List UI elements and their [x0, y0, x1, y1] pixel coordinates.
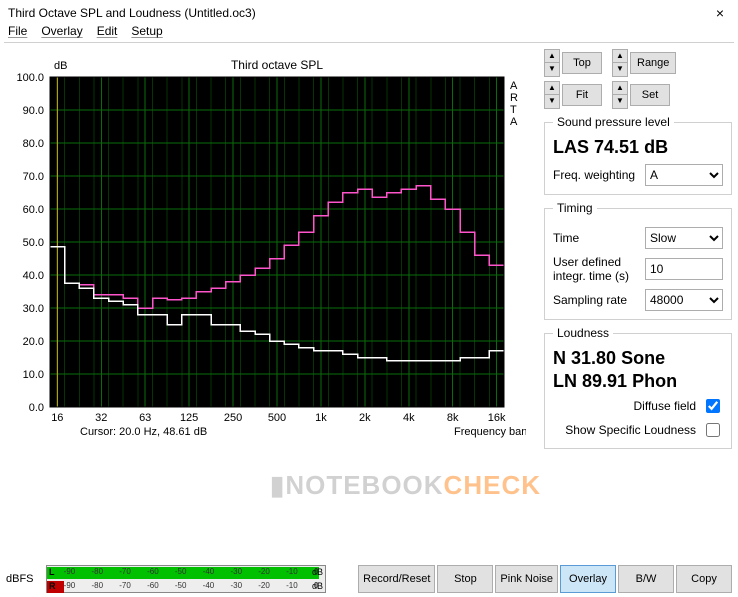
stop-button[interactable]: Stop: [437, 565, 493, 593]
svg-text:250: 250: [224, 412, 242, 424]
svg-text:40.0: 40.0: [23, 270, 44, 282]
bw-button[interactable]: B/W: [618, 565, 674, 593]
timing-legend: Timing: [553, 201, 597, 215]
diffuse-checkbox[interactable]: [706, 399, 720, 413]
freq-weighting-label: Freq. weighting: [553, 168, 635, 182]
spl-legend: Sound pressure level: [553, 115, 674, 129]
las-unit: dB: [644, 137, 668, 157]
svg-text:2k: 2k: [359, 412, 371, 424]
svg-text:16: 16: [51, 412, 63, 424]
diffuse-label: Diffuse field: [634, 399, 696, 413]
time-label: Time: [553, 231, 579, 245]
pink-noise-button[interactable]: Pink Noise: [495, 565, 558, 593]
top-spin-up[interactable]: ▲: [544, 49, 560, 63]
ln-label: LN: [553, 371, 577, 391]
ln-value: 89.91: [582, 371, 627, 391]
top-button[interactable]: Top: [562, 52, 602, 74]
n-label: N: [553, 348, 566, 368]
integ-label: User defined integr. time (s): [553, 255, 643, 283]
svg-text:Frequency band (Hz): Frequency band (Hz): [454, 426, 526, 438]
loudness-group: Loudness N 31.80 Sone LN 89.91 Phon Diff…: [544, 326, 732, 449]
svg-text:20.0: 20.0: [23, 336, 44, 348]
svg-text:0.0: 0.0: [29, 402, 44, 414]
menu-file[interactable]: File: [8, 24, 27, 38]
svg-text:80.0: 80.0: [23, 138, 44, 150]
show-specific-checkbox[interactable]: [706, 423, 720, 437]
menu-edit[interactable]: Edit: [97, 24, 118, 38]
set-button[interactable]: Set: [630, 84, 670, 106]
timing-group: Timing Time Slow User defined integr. ti…: [544, 201, 732, 320]
n-unit: Sone: [621, 348, 665, 368]
svg-text:63: 63: [139, 412, 151, 424]
svg-text:100.0: 100.0: [16, 72, 44, 84]
range-spin-down[interactable]: ▼: [612, 63, 628, 77]
svg-text:10.0: 10.0: [23, 369, 44, 381]
svg-text:500: 500: [268, 412, 286, 424]
set-spin-up[interactable]: ▲: [612, 81, 628, 95]
svg-text:Cursor: 20.0 Hz, 48.61 dB: Cursor: 20.0 Hz, 48.61 dB: [80, 426, 207, 438]
svg-text:125: 125: [180, 412, 198, 424]
window-title: Third Octave SPL and Loudness (Untitled.…: [8, 6, 256, 20]
copy-button[interactable]: Copy: [676, 565, 732, 593]
integ-input[interactable]: [645, 258, 723, 280]
svg-text:1k: 1k: [315, 412, 327, 424]
fit-spin-up[interactable]: ▲: [544, 81, 560, 95]
close-icon[interactable]: ×: [712, 6, 728, 20]
svg-text:30.0: 30.0: [23, 303, 44, 315]
spl-chart: 0.0 10.0 20.0 30.0 40.0 50.0 60.0 70.0 80.0 90.0 1…: [6, 47, 538, 467]
svg-text:32: 32: [95, 412, 107, 424]
svg-text:R: R: [510, 92, 518, 104]
level-meter: L-90-80-70-60-50-40-30-20-100dBR-90-80-7…: [46, 565, 326, 593]
time-select[interactable]: Slow: [645, 227, 723, 249]
sampling-select[interactable]: 48000: [645, 289, 723, 311]
fit-spin-down[interactable]: ▼: [544, 95, 560, 109]
las-label: LAS: [553, 137, 589, 157]
sampling-label: Sampling rate: [553, 293, 627, 307]
ln-unit: Phon: [632, 371, 677, 391]
svg-text:dB: dB: [54, 60, 67, 72]
range-button[interactable]: Range: [630, 52, 676, 74]
top-spin-down[interactable]: ▼: [544, 63, 560, 77]
spl-group: Sound pressure level LAS 74.51 dB Freq. …: [544, 115, 732, 195]
fit-button[interactable]: Fit: [562, 84, 602, 106]
range-spin-up[interactable]: ▲: [612, 49, 628, 63]
overlay-button[interactable]: Overlay: [560, 565, 616, 593]
n-value: 31.80: [571, 348, 616, 368]
svg-text:50.0: 50.0: [23, 237, 44, 249]
watermark: ▮NOTEBOOKCHECK: [270, 470, 541, 501]
svg-text:A: A: [510, 80, 518, 92]
freq-weighting-select[interactable]: A: [645, 164, 723, 186]
svg-text:8k: 8k: [447, 412, 459, 424]
svg-text:4k: 4k: [403, 412, 415, 424]
show-specific-label: Show Specific Loudness: [565, 423, 696, 437]
menu-setup[interactable]: Setup: [131, 24, 162, 38]
svg-text:T: T: [510, 104, 517, 116]
svg-text:60.0: 60.0: [23, 204, 44, 216]
svg-text:90.0: 90.0: [23, 105, 44, 117]
svg-text:A: A: [510, 116, 518, 128]
las-value: 74.51: [594, 137, 639, 157]
menu-overlay[interactable]: Overlay: [41, 24, 82, 38]
set-spin-down[interactable]: ▼: [612, 95, 628, 109]
svg-text:16k: 16k: [488, 412, 506, 424]
svg-text:70.0: 70.0: [23, 171, 44, 183]
svg-text:Third octave SPL: Third octave SPL: [231, 58, 323, 72]
loudness-legend: Loudness: [553, 326, 613, 340]
dbfs-label: dBFS: [6, 573, 40, 585]
record-button[interactable]: Record/Reset: [358, 565, 435, 593]
